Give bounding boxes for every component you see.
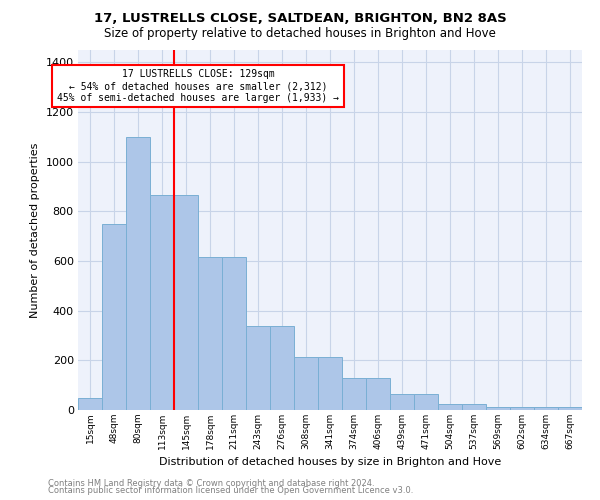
Bar [246,326,270,410]
Bar [390,394,414,410]
Bar [222,258,246,410]
Bar [462,404,486,410]
X-axis label: Distribution of detached houses by size in Brighton and Hove: Distribution of detached houses by size … [159,458,501,468]
Bar [150,195,174,410]
Text: Contains public sector information licensed under the Open Government Licence v3: Contains public sector information licen… [48,486,413,495]
Bar [510,407,534,410]
Bar [318,356,342,410]
Bar [102,224,126,410]
Bar [78,398,102,410]
Bar [534,407,558,410]
Bar [126,137,150,410]
Bar [486,407,510,410]
Bar [174,195,198,410]
Bar [198,258,222,410]
Text: 17, LUSTRELLS CLOSE, SALTDEAN, BRIGHTON, BN2 8AS: 17, LUSTRELLS CLOSE, SALTDEAN, BRIGHTON,… [94,12,506,26]
Text: Size of property relative to detached houses in Brighton and Hove: Size of property relative to detached ho… [104,28,496,40]
Bar [342,378,366,410]
Bar [270,326,294,410]
Bar [414,394,438,410]
Y-axis label: Number of detached properties: Number of detached properties [30,142,40,318]
Bar [438,404,462,410]
Bar [366,378,390,410]
Text: Contains HM Land Registry data © Crown copyright and database right 2024.: Contains HM Land Registry data © Crown c… [48,478,374,488]
Bar [558,407,582,410]
Text: 17 LUSTRELLS CLOSE: 129sqm
← 54% of detached houses are smaller (2,312)
45% of s: 17 LUSTRELLS CLOSE: 129sqm ← 54% of deta… [57,70,339,102]
Bar [294,356,318,410]
